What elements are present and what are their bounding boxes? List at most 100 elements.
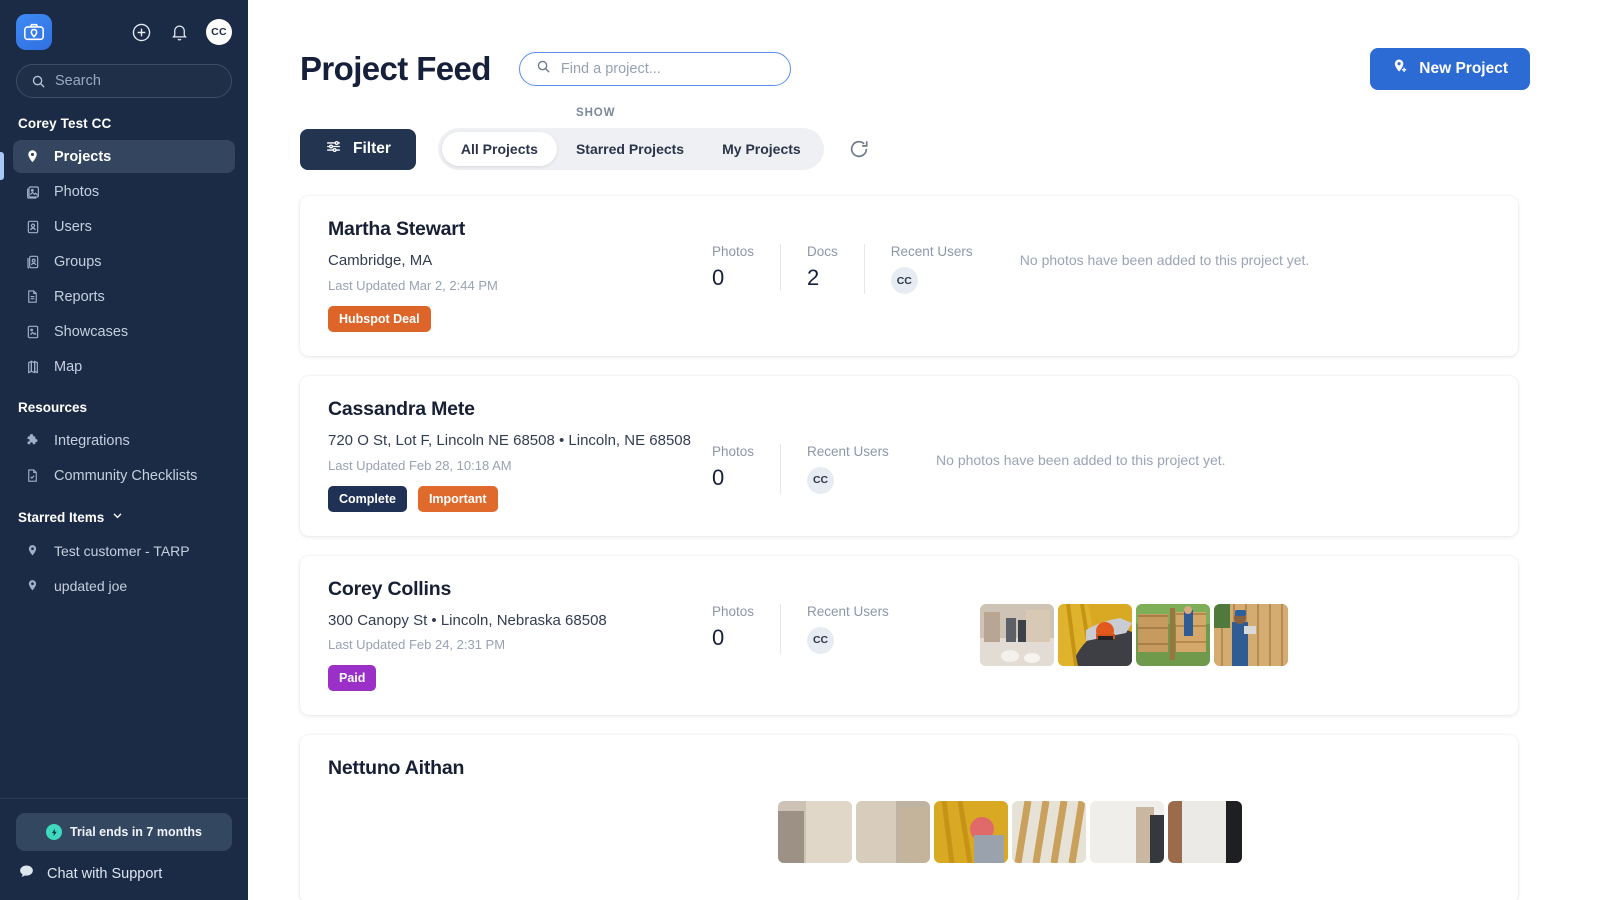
status-badge[interactable]: Hubspot Deal bbox=[328, 305, 431, 332]
photo-thumbnail[interactable] bbox=[1214, 603, 1289, 666]
project-card-info: Martha Stewart Cambridge, MA Last Update… bbox=[328, 218, 698, 332]
sidebar-item-community-checklists[interactable]: Community Checklists bbox=[13, 459, 235, 492]
project-search-input[interactable]: Find a project... bbox=[518, 52, 791, 86]
project-stats: Photos 0 Docs 2 bbox=[698, 244, 864, 291]
sidebar-item-label: Users bbox=[54, 218, 92, 235]
stat-photos: Photos 0 bbox=[698, 244, 780, 291]
project-photos bbox=[698, 801, 1490, 864]
bolt-icon bbox=[46, 824, 62, 840]
sidebar-nav: Projects Photos Users Groups Reports bbox=[0, 139, 248, 384]
status-badge[interactable]: Important bbox=[417, 485, 498, 512]
project-tags: Hubspot Deal bbox=[328, 305, 698, 332]
show-segmented-control: All Projects Starred Projects My Project… bbox=[437, 128, 824, 170]
sidebar-item-integrations[interactable]: Integrations bbox=[13, 424, 235, 457]
groups-icon bbox=[24, 253, 41, 270]
photo-thumbnail[interactable] bbox=[980, 603, 1055, 666]
sidebar-item-photos[interactable]: Photos bbox=[13, 175, 235, 208]
sidebar-divider bbox=[0, 798, 248, 799]
workspace-title: Corey Test CC bbox=[18, 116, 112, 131]
map-pin-icon bbox=[24, 577, 41, 594]
new-project-button[interactable]: New Project bbox=[1370, 48, 1530, 90]
sidebar-item-label: updated joe bbox=[54, 577, 128, 594]
photo-thumbnail[interactable] bbox=[856, 801, 930, 864]
recent-users: Recent Users CC bbox=[863, 244, 984, 294]
sidebar-item-users[interactable]: Users bbox=[13, 210, 235, 243]
sidebar-item-label: Projects bbox=[54, 148, 112, 165]
recent-users: Recent Users CC bbox=[780, 603, 900, 654]
project-last-updated: Last Updated Feb 24, 2:31 PM bbox=[328, 637, 506, 653]
project-card-info: Corey Collins 300 Canopy St • Lincoln, N… bbox=[328, 578, 698, 692]
add-circle-icon[interactable] bbox=[130, 21, 152, 43]
sidebar-item-label: Community Checklists bbox=[54, 467, 198, 484]
filter-toolbar: SHOW Filter All Projects Starred Project… bbox=[248, 107, 1600, 170]
stat-label: Photos bbox=[712, 443, 755, 459]
refresh-icon[interactable] bbox=[846, 136, 872, 162]
pin-plus-icon bbox=[1392, 58, 1409, 80]
chat-with-support-link[interactable]: Chat with Support bbox=[0, 859, 248, 900]
photo-thumbnail[interactable] bbox=[934, 801, 1008, 864]
stat-value: 0 bbox=[712, 464, 725, 490]
sidebar-item-label: Photos bbox=[54, 183, 100, 200]
sidebar-search-input[interactable]: Search bbox=[16, 64, 232, 98]
photo-thumbnail-strip bbox=[778, 801, 1242, 864]
sidebar-item-showcases[interactable]: Showcases bbox=[13, 315, 235, 348]
chat-support-label: Chat with Support bbox=[47, 865, 163, 882]
project-last-updated: Last Updated Mar 2, 2:44 PM bbox=[328, 277, 498, 293]
project-card[interactable]: Cassandra Mete 720 O St, Lot F, Lincoln … bbox=[300, 375, 1518, 536]
stat-docs: Docs 2 bbox=[780, 244, 864, 291]
photo-thumbnail[interactable] bbox=[1168, 801, 1242, 864]
map-pin-icon bbox=[24, 148, 41, 165]
showcase-icon bbox=[24, 323, 41, 340]
sidebar-item-reports[interactable]: Reports bbox=[13, 280, 235, 313]
sidebar-item-map[interactable]: Map bbox=[13, 350, 235, 383]
show-label: SHOW bbox=[576, 107, 616, 119]
project-card[interactable]: Martha Stewart Cambridge, MA Last Update… bbox=[300, 196, 1518, 356]
photo-thumbnail[interactable] bbox=[1090, 801, 1164, 864]
photo-thumbnail[interactable] bbox=[778, 801, 852, 864]
project-card[interactable]: Corey Collins 300 Canopy St • Lincoln, N… bbox=[300, 555, 1518, 716]
trial-status-badge[interactable]: Trial ends in 7 months bbox=[16, 813, 232, 851]
photo-thumbnail[interactable] bbox=[1136, 603, 1211, 666]
tab-starred-projects[interactable]: Starred Projects bbox=[575, 141, 685, 157]
document-icon bbox=[24, 288, 41, 305]
chevron-down-icon bbox=[111, 509, 124, 525]
sidebar-item-projects[interactable]: Projects bbox=[13, 140, 235, 173]
user-avatar[interactable]: CC bbox=[206, 19, 232, 45]
stat-value: 0 bbox=[712, 624, 725, 650]
recent-users-label: Recent Users bbox=[807, 443, 889, 459]
status-badge[interactable]: Complete bbox=[328, 485, 407, 512]
sidebar: CC Search Corey Test CC Projects Photos … bbox=[0, 0, 248, 900]
project-photos bbox=[900, 603, 1490, 666]
sidebar-item-groups[interactable]: Groups bbox=[13, 245, 235, 278]
project-name: Corey Collins bbox=[328, 577, 452, 600]
project-photos: No photos have been added to this projec… bbox=[984, 252, 1490, 268]
sidebar-item-label: Map bbox=[54, 358, 83, 375]
project-card[interactable]: Nettuno Aithan bbox=[300, 735, 1518, 900]
filter-button[interactable]: Filter bbox=[300, 128, 416, 170]
starred-items-label: Starred Items bbox=[18, 509, 105, 525]
project-photos: No photos have been added to this projec… bbox=[900, 452, 1490, 468]
stat-photos: Photos 0 bbox=[698, 604, 780, 651]
tab-all-projects[interactable]: All Projects bbox=[441, 132, 557, 166]
photo-thumbnail[interactable] bbox=[1012, 801, 1086, 864]
avatar[interactable]: CC bbox=[807, 466, 835, 494]
sidebar-item-updated-joe[interactable]: updated joe bbox=[13, 569, 235, 602]
camera-pin-logo[interactable] bbox=[16, 14, 52, 50]
avatar[interactable]: CC bbox=[890, 267, 918, 294]
starred-nav: Test customer - TARP updated joe bbox=[0, 533, 248, 603]
chat-bubble-icon bbox=[18, 863, 35, 884]
photo-thumbnail[interactable] bbox=[1058, 603, 1133, 666]
notifications-bell-icon[interactable] bbox=[168, 21, 190, 43]
tab-my-projects[interactable]: My Projects bbox=[722, 141, 801, 157]
sidebar-header: CC bbox=[0, 0, 248, 58]
stat-label: Photos bbox=[712, 603, 755, 619]
project-name: Cassandra Mete bbox=[328, 397, 475, 420]
project-last-updated: Last Updated Feb 28, 10:18 AM bbox=[328, 457, 512, 473]
starred-items-heading[interactable]: Starred Items bbox=[0, 493, 248, 533]
status-badge[interactable]: Paid bbox=[328, 665, 377, 692]
photo-icon bbox=[24, 183, 41, 200]
photo-thumbnail-strip bbox=[980, 603, 1289, 666]
map-pin-icon bbox=[24, 542, 41, 559]
sidebar-item-test-customer-tarp[interactable]: Test customer - TARP bbox=[13, 534, 235, 567]
avatar[interactable]: CC bbox=[807, 626, 835, 654]
